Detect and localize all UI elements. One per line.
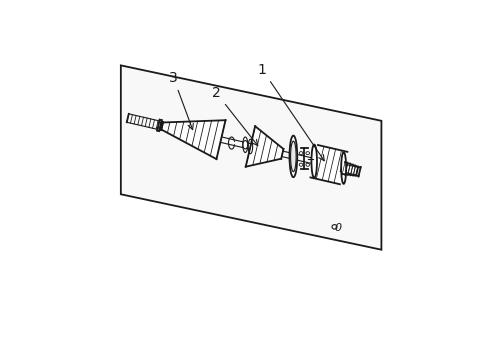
Text: 2: 2 [212,86,258,145]
Polygon shape [343,162,361,176]
Ellipse shape [306,163,310,166]
Ellipse shape [341,152,346,184]
Ellipse shape [299,163,303,166]
Text: 1: 1 [258,63,324,161]
Polygon shape [121,66,381,250]
Ellipse shape [306,152,310,155]
Ellipse shape [291,141,296,172]
Ellipse shape [312,145,317,178]
Polygon shape [311,145,347,184]
Ellipse shape [243,137,248,153]
Text: 3: 3 [169,71,193,130]
Ellipse shape [299,152,303,155]
Polygon shape [246,126,283,167]
Ellipse shape [290,136,297,177]
Polygon shape [161,119,226,160]
Text: 0: 0 [334,223,342,233]
